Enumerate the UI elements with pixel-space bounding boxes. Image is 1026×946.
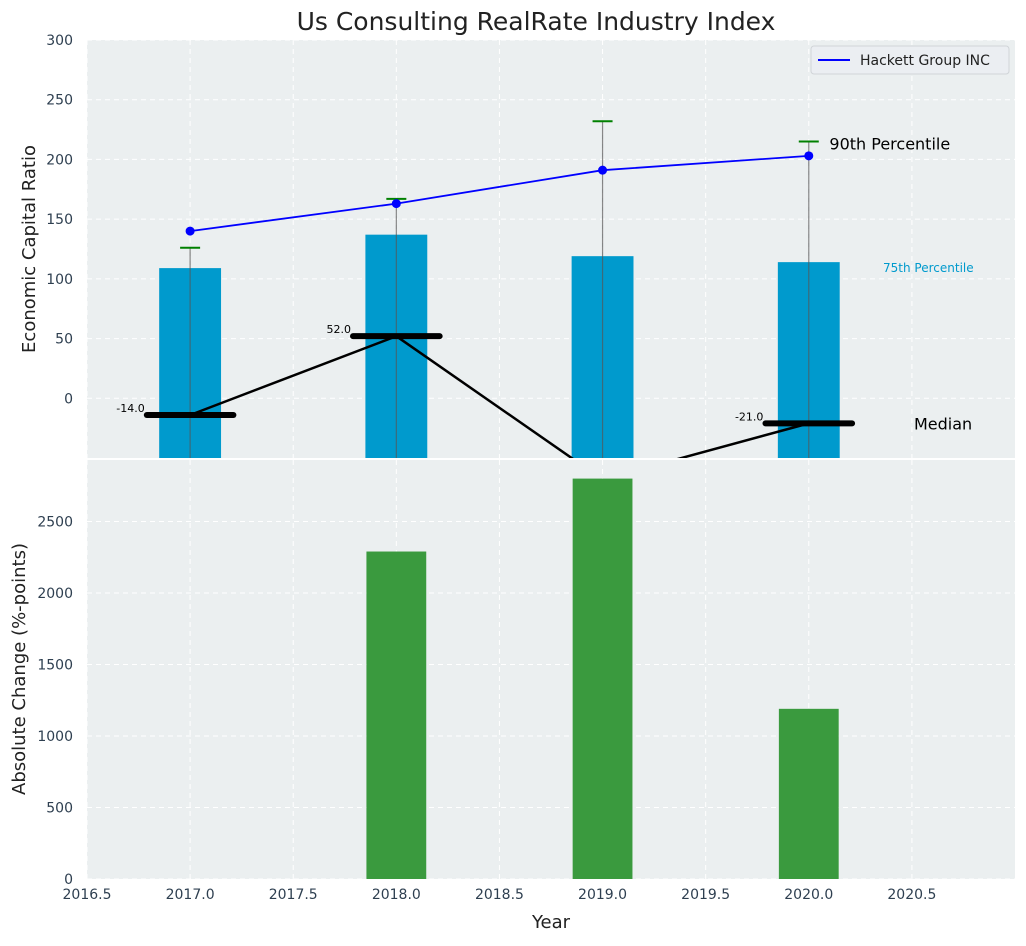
bar-absolute-change xyxy=(366,551,427,879)
y-tick-label: 50 xyxy=(55,332,73,348)
median-value-label: -14.0 xyxy=(116,402,144,415)
y-tick-label: 1000 xyxy=(37,729,73,745)
y-tick-label: 500 xyxy=(46,800,73,816)
y-tick-label: 0 xyxy=(64,391,73,407)
median-line xyxy=(189,334,810,458)
y-tick-label: 250 xyxy=(46,93,73,109)
x-axis-label: Year xyxy=(531,912,571,933)
annotation-90th-percentile: 90th Percentile xyxy=(829,135,950,154)
company-point xyxy=(185,226,195,236)
y-tick-label: 300 xyxy=(46,33,73,49)
median-value-label: -21.0 xyxy=(735,410,763,423)
x-tick-label: 2019.0 xyxy=(578,887,627,903)
company-line xyxy=(189,154,809,232)
company-point xyxy=(391,199,401,209)
x-tick-label: 2019.5 xyxy=(681,887,730,903)
y-tick-label: 1500 xyxy=(37,657,73,673)
top-series: -14.0 52.0 -21.0 xyxy=(116,120,856,458)
y-tick-label: 2000 xyxy=(37,586,73,602)
bar-absolute-change xyxy=(778,708,839,879)
x-tick-label: 2016.5 xyxy=(63,887,112,903)
y-tick-label: 0 xyxy=(64,872,73,888)
y-axis-label-top: Economic Capital Ratio xyxy=(19,145,40,353)
x-tick-label: 2017.0 xyxy=(166,887,215,903)
top-plot-area xyxy=(87,40,1015,458)
bar-absolute-change xyxy=(572,478,633,879)
median-value-label: 52.0 xyxy=(326,323,351,336)
x-tick-label: 2020.0 xyxy=(784,887,833,903)
y-tick-label: 200 xyxy=(46,152,73,168)
y-tick-label: 100 xyxy=(46,272,73,288)
x-tick-label: 2017.5 xyxy=(269,887,318,903)
legend-box xyxy=(810,45,1010,75)
x-tick-label: 2020.5 xyxy=(887,887,936,903)
annotation-median: Median xyxy=(914,414,972,433)
bottom-plot-area xyxy=(87,460,1015,879)
x-tick-label: 2018.0 xyxy=(372,887,421,903)
y-tick-label: 2500 xyxy=(37,514,73,530)
y-tick-label: 150 xyxy=(46,212,73,228)
legend-label: Hackett Group INC xyxy=(860,53,990,69)
x-tick-label: 2018.5 xyxy=(475,887,524,903)
company-point xyxy=(804,151,814,161)
y-axis-label-bottom: Absolute Change (%-points) xyxy=(9,543,30,795)
bottom-series xyxy=(366,478,839,879)
company-point xyxy=(598,165,608,175)
annotation-75th-percentile: 75th Percentile xyxy=(883,261,974,275)
chart-title: Us Consulting RealRate Industry Index xyxy=(297,7,776,36)
